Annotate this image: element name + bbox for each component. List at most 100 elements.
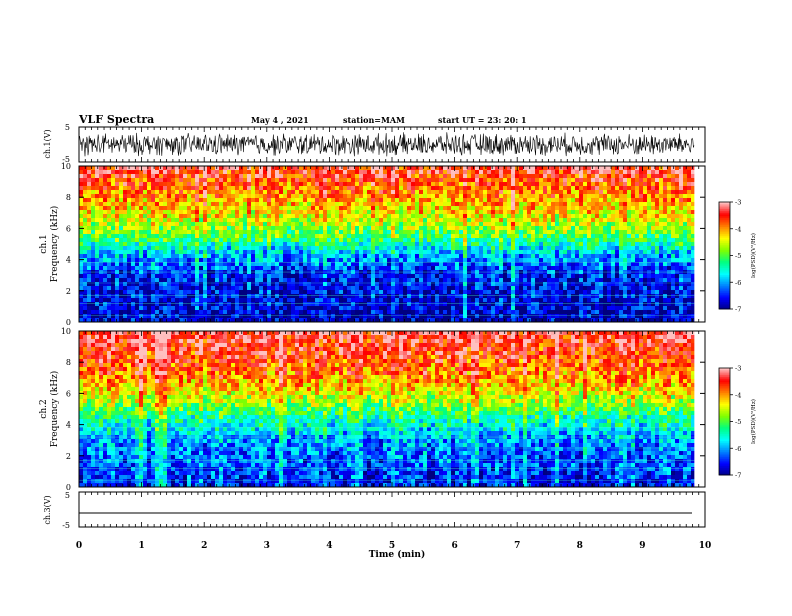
spectrogram-cell (199, 178, 204, 183)
spectrogram-cell (635, 166, 640, 171)
spectrogram-cell (207, 242, 212, 247)
spectrogram-cell (575, 290, 580, 295)
spectrogram-cell (115, 174, 120, 179)
spectrogram-cell (163, 198, 168, 203)
spectrogram-cell (643, 258, 648, 263)
spectrogram-cell (627, 186, 632, 191)
spectrogram-cell (667, 198, 672, 203)
spectrogram-cell (607, 250, 612, 255)
spectrogram-cell (299, 206, 304, 211)
spectrogram-cell (247, 242, 252, 247)
spectrogram-cell (687, 274, 692, 279)
spectrogram-cell (647, 210, 652, 215)
spectrogram-cell (491, 194, 496, 199)
spectrogram-cell (167, 294, 172, 299)
spectrogram-cell (683, 190, 688, 195)
spectrogram-cell (307, 170, 312, 175)
spectrogram-cell (511, 190, 516, 195)
spectrogram-cell (459, 250, 464, 255)
spectrogram-cell (635, 278, 640, 283)
spectrogram-cell (207, 198, 212, 203)
spectrogram-cell (635, 238, 640, 243)
spectrogram-cell (547, 282, 552, 287)
spectrogram-cell (323, 242, 328, 247)
spectrogram-cell (107, 178, 112, 183)
spectrogram-cell (403, 174, 408, 179)
spectrogram-cell (315, 286, 320, 291)
spectrogram-cell (451, 286, 456, 291)
spectrogram-cell (519, 250, 524, 255)
spectrogram-cell (671, 242, 676, 247)
spectrogram-cell (559, 234, 564, 239)
spectrogram-cell (127, 214, 132, 219)
spectrogram-cell (107, 238, 112, 243)
spectrogram-cell (99, 234, 104, 239)
spectrogram-cell (107, 250, 112, 255)
spectrogram-cell (151, 182, 156, 187)
spectrogram-cell (451, 274, 456, 279)
spectrogram-cell (423, 210, 428, 215)
spectrogram-cell (463, 214, 468, 219)
spectrogram-cell (351, 178, 356, 183)
spectrogram-cell (623, 238, 628, 243)
spectrogram-cell (639, 230, 644, 235)
spectrogram-cell (455, 222, 460, 227)
spectrogram-cell (463, 238, 468, 243)
spectrogram-cell (431, 246, 436, 251)
spectrogram-cell (575, 214, 580, 219)
spectrogram-cell (407, 234, 412, 239)
spectrogram-cell (87, 262, 92, 267)
spectrogram-cell (231, 238, 236, 243)
spectrogram-cell (431, 286, 436, 291)
spectrogram-cell (255, 262, 260, 267)
spectrogram-cell (195, 254, 200, 259)
spectrogram-cell (347, 202, 352, 207)
spectrogram-cell (683, 178, 688, 183)
spectrogram-cell (687, 218, 692, 223)
spectrogram-cell (583, 246, 588, 251)
spectrogram-cell (307, 230, 312, 235)
spectrogram-cell (575, 186, 580, 191)
spectrogram-cell (455, 202, 460, 207)
spectrogram-cell (447, 258, 452, 263)
spectrogram-cell (375, 258, 380, 263)
spectrogram-cell (459, 206, 464, 211)
spectrogram-cell (231, 178, 236, 183)
spectrogram-cell (171, 262, 176, 267)
spectrogram-cell (659, 262, 664, 267)
spectrogram-cell (251, 170, 256, 175)
spectrogram-cell (123, 238, 128, 243)
spectrogram-cell (283, 202, 288, 207)
spectrogram-cell (315, 186, 320, 191)
spectrogram-cell (215, 294, 220, 299)
spectrogram-cell (219, 218, 224, 223)
spectrogram-cell (379, 226, 384, 231)
spectrogram-cell (515, 202, 520, 207)
spectrogram-cell (183, 250, 188, 255)
spectrogram-cell (335, 194, 340, 199)
spectrogram-cell (259, 202, 264, 207)
spectrogram-cell (191, 246, 196, 251)
spectrogram-cell (447, 202, 452, 207)
spectrogram-cell (123, 278, 128, 283)
spectrogram-cell (535, 182, 540, 187)
spectrogram-cell (591, 222, 596, 227)
spectrogram-cell (619, 210, 624, 215)
spectrogram-cell (311, 218, 316, 223)
spectrogram-cell (283, 226, 288, 231)
spectrogram-cell (475, 194, 480, 199)
spectrogram-cell (691, 274, 695, 279)
spectrogram-cell (591, 202, 596, 207)
spectrogram-cell (555, 194, 560, 199)
spectrogram-cell (267, 198, 272, 203)
spectrogram-cell (151, 266, 156, 271)
spectrogram-cell (339, 218, 344, 223)
spectrogram-cell (171, 294, 176, 299)
spectrogram-cell (663, 290, 668, 295)
spectrogram-cell (239, 190, 244, 195)
spectrogram-cell (451, 210, 456, 215)
spectrogram-cell (103, 278, 108, 283)
spectrogram-cell (527, 282, 532, 287)
spectrogram-cell (635, 194, 640, 199)
spectrogram-cell (383, 226, 388, 231)
